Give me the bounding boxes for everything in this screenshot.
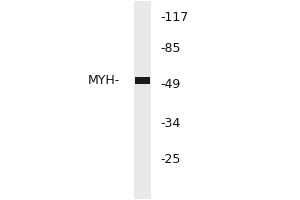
- Bar: [134, 1, 151, 199]
- Bar: [135, 77, 150, 84]
- Text: -34: -34: [160, 117, 181, 130]
- Text: MYH-: MYH-: [88, 74, 120, 87]
- Text: -49: -49: [160, 78, 181, 91]
- Text: -25: -25: [160, 153, 181, 166]
- Text: -117: -117: [160, 11, 189, 24]
- Text: -85: -85: [160, 42, 181, 55]
